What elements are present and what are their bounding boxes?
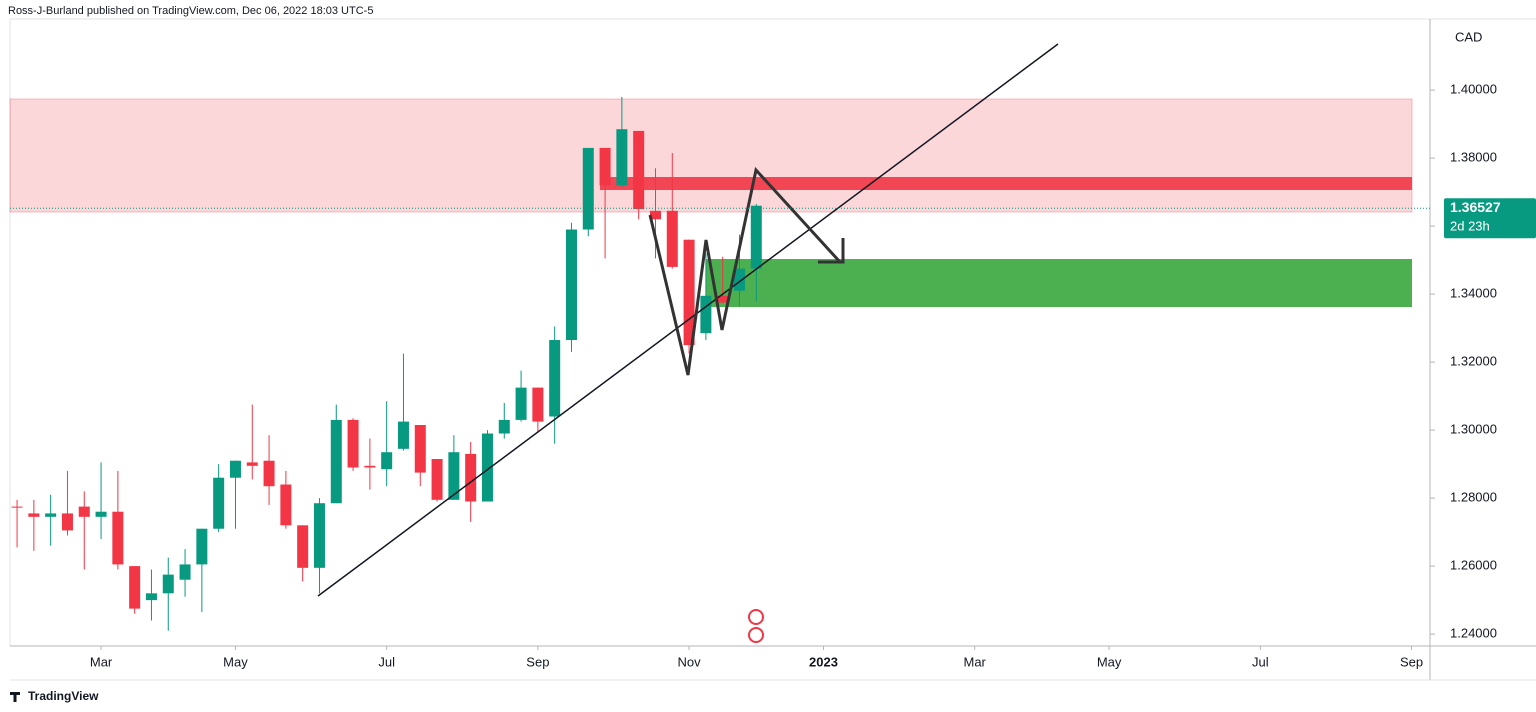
- candle-body: [397, 421, 409, 449]
- candle-body: [565, 229, 577, 341]
- x-tick-label: Jul: [1252, 654, 1269, 669]
- candle-body: [381, 452, 393, 470]
- y-tick-label: 1.32000: [1450, 354, 1497, 369]
- resistance-band: [600, 177, 1412, 190]
- candle-body: [465, 453, 477, 502]
- candle-body: [448, 452, 460, 500]
- drawings: [317, 43, 1059, 597]
- candle-body: [297, 525, 309, 568]
- x-tick-label: Nov: [678, 654, 702, 669]
- zones: [9, 98, 1413, 307]
- trend-line: [317, 43, 1059, 597]
- x-tick-label: May: [223, 654, 248, 669]
- candle-body: [129, 566, 141, 609]
- candle-body: [213, 477, 225, 529]
- candle-body: [61, 513, 73, 531]
- candle-body: [28, 513, 40, 517]
- candle-body: [683, 239, 695, 346]
- candle-body: [649, 210, 661, 220]
- x-tick-label: May: [1097, 654, 1122, 669]
- y-tick-label: 1.30000: [1450, 422, 1497, 437]
- candle-body: [45, 513, 57, 517]
- candle-body: [364, 465, 376, 468]
- candle-body: [532, 387, 544, 422]
- last-price-label: 1.36527: [1450, 199, 1501, 215]
- candle-body: [162, 574, 174, 594]
- logo: [10, 692, 20, 702]
- candle-body: [313, 503, 325, 568]
- y-tick-label: 1.38000: [1450, 150, 1497, 165]
- y-tick-label: 1.24000: [1450, 626, 1497, 641]
- candle-body: [599, 147, 611, 186]
- footer: TradingView: [28, 689, 99, 703]
- candle-body: [666, 210, 678, 267]
- us-flag: [748, 627, 764, 643]
- candle-body: [414, 425, 426, 473]
- y-tick-label: 1.40000: [1450, 82, 1497, 97]
- x-tick-label: Sep: [1400, 654, 1423, 669]
- candle-body: [498, 419, 510, 434]
- y-axis-label: CAD: [1455, 29, 1482, 44]
- candle-body: [246, 462, 258, 466]
- candle-body: [11, 506, 23, 508]
- y-tick-label: 1.34000: [1450, 286, 1497, 301]
- x-tick-label: Mar: [90, 654, 113, 669]
- event-icons: [748, 609, 764, 643]
- candle-body: [196, 528, 208, 565]
- candle-body: [347, 419, 359, 468]
- candle-body: [481, 433, 493, 502]
- ca-flag: [748, 609, 764, 625]
- x-tick-label: 2023: [809, 654, 838, 669]
- candle-body: [112, 511, 124, 565]
- candle-body: [733, 268, 745, 291]
- pattern-path: [648, 166, 842, 376]
- arrow-head: [818, 238, 845, 264]
- x-tick-label: Sep: [526, 654, 549, 669]
- support-zone: [706, 259, 1412, 307]
- x-tick-label: Jul: [378, 654, 395, 669]
- candle-body: [616, 129, 628, 186]
- candle-body: [582, 147, 594, 230]
- candle-body: [280, 484, 292, 526]
- y-tick-label: 1.28000: [1450, 490, 1497, 505]
- countdown: 2d 23h: [1450, 219, 1490, 234]
- y-tick-label: 1.26000: [1450, 558, 1497, 573]
- candle-body: [95, 511, 107, 517]
- candle-body: [750, 205, 762, 269]
- last-price-box: [1444, 198, 1536, 239]
- candle-body: [145, 593, 157, 601]
- candle-body: [330, 419, 342, 504]
- candle-body: [515, 387, 527, 420]
- candle-body: [263, 460, 275, 487]
- resistance-zone: [9, 98, 1413, 213]
- plot-area: [11, 96, 762, 631]
- candle-body: [179, 564, 191, 580]
- candle-body: [431, 459, 443, 500]
- candle-body: [229, 460, 241, 478]
- chart-title: Ross-J-Burland published on TradingView.…: [8, 5, 373, 17]
- candle-body: [78, 506, 90, 517]
- candle-body: [700, 295, 712, 334]
- x-tick-label: Mar: [964, 654, 987, 669]
- candle-body: [549, 340, 561, 417]
- candle-body: [717, 295, 729, 303]
- candle-body: [633, 130, 645, 210]
